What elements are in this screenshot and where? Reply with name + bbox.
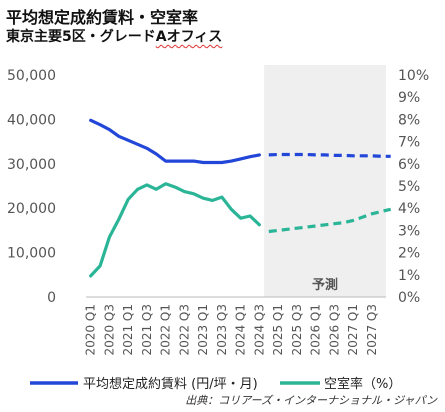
y-right-tick-label: 8% [398, 112, 420, 128]
y-right-tick-label: 9% [398, 90, 420, 106]
y-right-tick-label: 1% [398, 268, 420, 284]
x-tick-label: 2024 Q1 [234, 304, 248, 355]
y-right-tick-label: 6% [398, 157, 420, 173]
y-right-tick-label: 7% [398, 135, 420, 151]
y-right-tick-label: 2% [398, 246, 420, 262]
subtitle-main: 東京主要5区・グレード [6, 29, 156, 45]
x-tick-label: 2020 Q3 [102, 304, 116, 355]
source-note: 出典：コリアーズ・インターナショナル・ジャパン [185, 394, 437, 407]
legend: 平均想定成約賃料 (円/坪・月) 空室率（%） [30, 376, 401, 392]
series-rent-actual-line [89, 118, 261, 165]
x-tick-label: 2021 Q3 [140, 304, 154, 355]
subtitle-marked: Aオフィス [155, 29, 223, 45]
series-layer [89, 118, 392, 278]
chart-subtitle: 東京主要5区・グレードAオフィス [6, 26, 222, 46]
x-tick-label: 2020 Q1 [84, 304, 98, 355]
x-tick-label: 2025 Q3 [290, 304, 304, 355]
x-tick-label: 2027 Q1 [346, 304, 360, 355]
x-tick-label: 2021 Q1 [121, 304, 135, 355]
y-left-tick-label: 20,000 [7, 201, 56, 217]
x-tick-label: 2025 Q1 [271, 304, 285, 355]
chart-title: 平均想定成約賃料・空室率 [6, 8, 199, 27]
x-tick-label: 2026 Q1 [309, 304, 323, 355]
x-tick-label: 2026 Q3 [327, 304, 341, 355]
y-right-tick-label: 3% [398, 223, 420, 239]
legend-label-rent: 平均想定成約賃料 (円/坪・月) [83, 376, 258, 392]
x-tick-label: 2024 Q3 [252, 304, 266, 355]
series-rent-forecast-line [268, 152, 391, 158]
x-tick-label: 2027 Q3 [365, 304, 379, 355]
legend-label-vacancy: 空室率（%） [324, 376, 401, 392]
y-left-tick-label: 0 [47, 290, 56, 306]
series-vacancy-forecast-line [268, 207, 392, 234]
y-axis-left: 0 10,000 20,000 30,000 40,000 50,000 [7, 68, 56, 306]
forecast-region [264, 65, 386, 297]
y-left-tick-label: 30,000 [7, 157, 56, 173]
y-left-tick-label: 10,000 [7, 246, 56, 262]
x-tick-label: 2022 Q1 [159, 304, 173, 355]
x-tick-label: 2023 Q3 [215, 304, 229, 355]
series-vacancy-actual-line [89, 182, 261, 278]
x-tick-label: 2023 Q1 [196, 304, 210, 355]
y-left-tick-label: 40,000 [7, 112, 56, 128]
x-tick-label: 2022 Q3 [177, 304, 191, 355]
x-axis: 2020 Q1 2020 Q3 2021 Q1 2021 Q3 2022 Q1 2022 … [84, 304, 379, 355]
y-left-tick-label: 50,000 [7, 68, 56, 84]
y-axis-right: 0% 1% 2% 3% 4% 5% 6% 7% 8% 9% 10% [398, 68, 429, 306]
forecast-label: 予測 [312, 277, 338, 293]
y-right-tick-label: 10% [398, 68, 429, 84]
y-right-tick-label: 4% [398, 201, 420, 217]
y-right-tick-label: 5% [398, 179, 420, 195]
y-right-tick-label: 0% [398, 290, 420, 306]
